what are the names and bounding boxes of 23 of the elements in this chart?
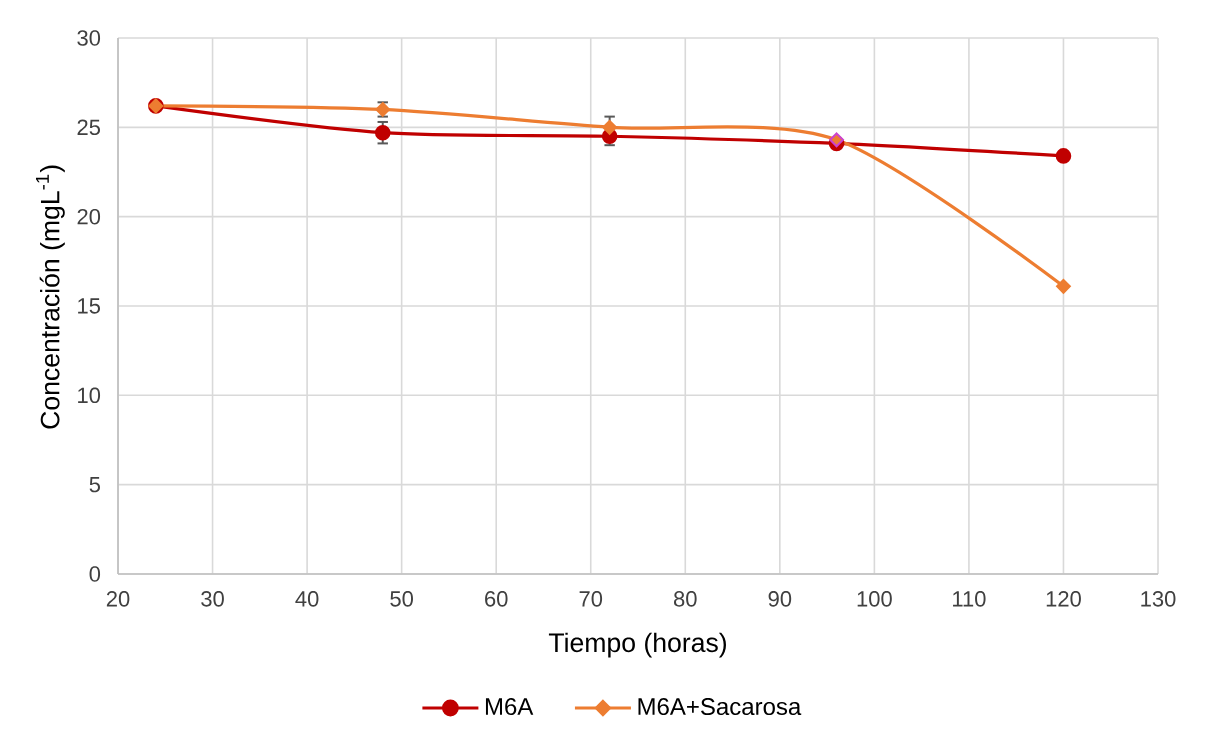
y-tick-label: 30 [77,30,101,46]
y-tick-label: 15 [78,298,100,314]
legend-label: M6A+Sacarosa [638,698,802,716]
x-tick-label: 20 [106,591,130,607]
y-tick-label: 25 [77,119,100,136]
y-tick-label: 5 [89,476,100,493]
x-tick-label: 40 [295,591,319,607]
x-tick-label: 60 [485,591,508,607]
legend-label: M6A [485,698,534,716]
x-axis-title: Tiempo (horas) [548,632,726,658]
x-tick-label: 110 [953,591,986,607]
x-tick-label: 70 [579,591,603,607]
x-tick-label: 90 [768,591,792,607]
y-tick-label: 20 [77,208,101,225]
y-tick-label: 10 [78,387,101,404]
x-tick-label: 120 [1046,591,1081,607]
x-tick-label: 80 [673,591,697,607]
y-axis-title: Concentración (mgL$^{-1}$) [36,165,65,429]
x-tick-label: 100 [857,591,892,607]
x-tick-label: 50 [390,591,413,607]
x-tick-label: 30 [201,591,224,607]
y-tick-label: 0 [89,566,101,582]
x-tick-label: 130 [1141,591,1176,607]
